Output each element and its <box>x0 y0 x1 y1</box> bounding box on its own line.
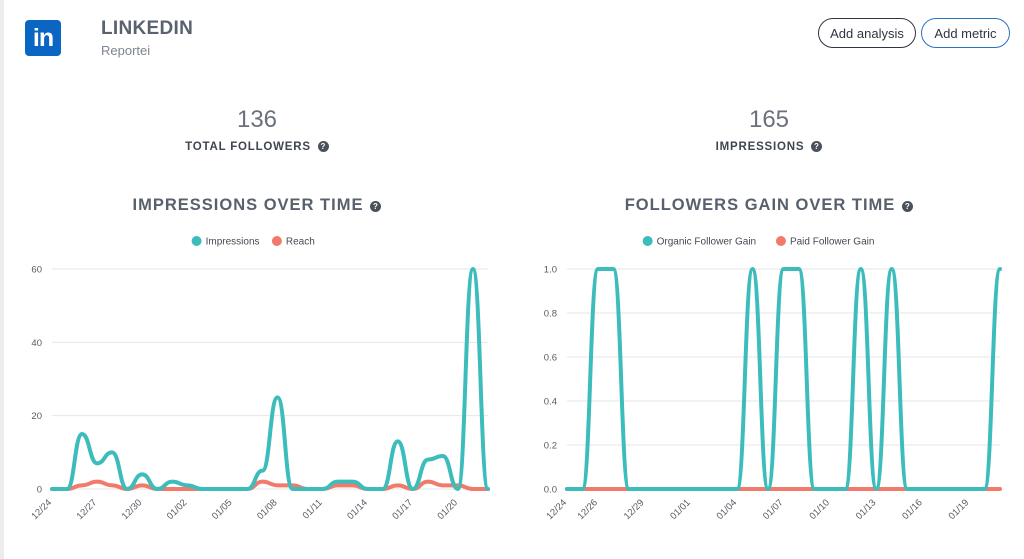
legend-item-1[interactable]: Paid Follower Gain <box>775 236 874 248</box>
y-tick-label: 0.0 <box>544 485 557 496</box>
x-tick-label: 01/13 <box>854 497 879 522</box>
x-tick-label: 01/19 <box>947 497 972 522</box>
help-icon[interactable]: ? <box>370 201 382 212</box>
add-analysis-button[interactable]: Add analysis <box>818 18 916 48</box>
chart-title-followers: FOLLOWERS GAIN OVER TIME? <box>559 196 979 215</box>
followers-chart: Organic Follower Gain Paid Follower Gain 0… <box>544 236 1002 522</box>
x-tick-label: 01/10 <box>807 497 832 522</box>
x-tick-label: 01/01 <box>668 497 693 522</box>
help-icon[interactable]: ? <box>902 201 914 212</box>
x-tick-label: 12/29 <box>622 497 647 522</box>
x-tick-label: 12/24 <box>545 497 570 522</box>
help-icon[interactable]: ? <box>811 141 823 152</box>
kpi-impressions-text: IMPRESSIONS <box>715 141 805 153</box>
y-tick-label: 0.2 <box>544 441 557 452</box>
kpi-total-followers-label: TOTAL FOLLOWERS? <box>137 141 377 153</box>
series-line-reach <box>50 479 490 491</box>
page-title: LINKEDIN <box>101 18 194 39</box>
kpi-impressions-label: IMPRESSIONS? <box>649 141 889 153</box>
kpi-total-followers-value: 136 <box>236 106 278 133</box>
add-metric-button[interactable]: Add metric <box>921 18 1010 48</box>
chart-title-impressions: IMPRESSIONS OVER TIME? <box>47 196 467 215</box>
y-tick-label: 1.0 <box>544 265 557 276</box>
series-line-organic-follower-gain <box>565 267 1002 491</box>
y-tick-label: 20 <box>31 411 42 422</box>
y-tick-label: 0.4 <box>544 397 557 408</box>
legend-label: Reach <box>286 237 315 248</box>
legend-swatch <box>271 236 282 246</box>
x-tick-label: 01/20 <box>435 497 460 522</box>
x-tick-label: 01/11 <box>301 497 325 521</box>
x-tick-label: 12/24 <box>30 497 55 522</box>
page-subtitle: Reportei <box>101 43 151 58</box>
y-tick-label: 60 <box>31 265 42 276</box>
y-tick-label: 0 <box>37 485 42 496</box>
x-tick-label: 12/30 <box>120 497 145 522</box>
left-border <box>0 0 4 559</box>
kpi-impressions-value: 165 <box>748 106 790 133</box>
legend-item-1[interactable]: Reach <box>271 236 315 248</box>
legend-swatch <box>191 236 202 246</box>
help-icon[interactable]: ? <box>317 141 329 152</box>
linkedin-icon: in <box>25 20 61 56</box>
legend-swatch <box>642 236 653 246</box>
chart-title-impressions-text: IMPRESSIONS OVER TIME <box>132 196 364 214</box>
x-tick-label: 01/04 <box>715 497 740 522</box>
legend-item-0[interactable]: Impressions <box>191 236 260 248</box>
legend-item-0[interactable]: Organic Follower Gain <box>642 236 756 248</box>
x-tick-label: 01/16 <box>900 497 925 522</box>
series-line-impressions <box>50 267 490 491</box>
x-tick-label: 12/26 <box>575 497 600 522</box>
x-tick-label: 01/17 <box>390 497 415 522</box>
legend-label: Paid Follower Gain <box>790 237 874 248</box>
x-tick-label: 12/27 <box>75 497 100 522</box>
x-tick-label: 01/08 <box>255 497 280 522</box>
x-tick-label: 01/05 <box>210 497 235 522</box>
legend-label: Impressions <box>206 237 260 248</box>
legend-swatch <box>775 236 786 246</box>
x-tick-label: 01/02 <box>165 497 190 522</box>
y-tick-label: 0.6 <box>544 353 557 364</box>
impressions-chart: Impressions Reach 0 20 40 60 12/24 12/27 12/30 01… <box>30 236 490 522</box>
logo-text: in <box>32 23 54 52</box>
x-tick-label: 01/07 <box>761 497 786 522</box>
kpi-total-followers-text: TOTAL FOLLOWERS <box>185 141 311 153</box>
legend-label: Organic Follower Gain <box>657 237 756 248</box>
y-tick-label: 0.8 <box>544 309 557 320</box>
x-tick-label: 01/14 <box>345 497 370 522</box>
chart-title-followers-text: FOLLOWERS GAIN OVER TIME <box>624 196 896 214</box>
y-tick-label: 40 <box>31 338 42 349</box>
